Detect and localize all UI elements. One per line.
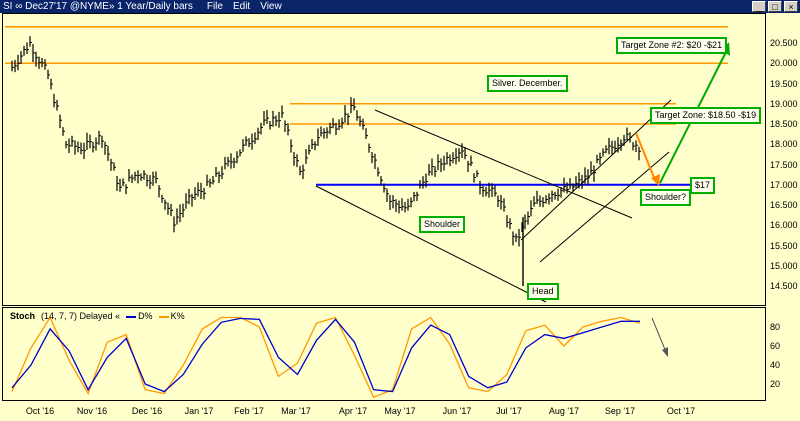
left-shoulder-label: Shoulder: [419, 216, 466, 233]
date-tick-label: Mar '17: [281, 406, 311, 416]
stoch-d-line: [11, 317, 640, 393]
price-tick-label: 20.000: [770, 58, 798, 69]
price-tick-label: 16.500: [770, 200, 798, 210]
stoch-projection-arrow: [651, 317, 667, 353]
stoch-tick-label: 20: [770, 379, 781, 389]
close-button[interactable]: ×: [784, 1, 798, 12]
d-legend: D%: [126, 311, 153, 321]
channel-upper-line: [374, 109, 633, 219]
menu-file[interactable]: File: [206, 1, 223, 12]
price-tick-label: 16.000: [770, 220, 798, 231]
support-label: $17: [690, 177, 716, 194]
target-zone-1-label: Target Zone: $18.50 -$19: [650, 107, 762, 124]
menu-view[interactable]: View: [260, 1, 282, 12]
date-tick-label: Jul '17: [496, 406, 522, 416]
minimize-button[interactable]: _: [752, 1, 766, 12]
uptrend-upper-line: [520, 99, 672, 241]
title-annotation: Silver. December.: [487, 75, 568, 92]
price-tick-label: 20.500: [770, 38, 798, 48]
date-tick-label: Apr '17: [338, 406, 368, 416]
stoch-arrow-head: [662, 347, 668, 357]
down-projection-arrow: [635, 132, 656, 181]
stoch-legend: Stoch (14, 7, 7) Delayed « D% K%: [10, 311, 185, 321]
window-titlebar: SI ∞ Dec27'17 @NYME» 1 Year/Daily bars F…: [0, 0, 800, 13]
k-legend: K%: [158, 311, 185, 321]
down-arrow-head: [651, 174, 660, 186]
date-tick-label: Oct '16: [25, 406, 55, 416]
d-line-swatch: [126, 315, 137, 318]
price-tick-label: 18.000: [770, 139, 798, 150]
date-tick-label: Feb '17: [234, 406, 264, 416]
price-tick-label: 15.000: [770, 260, 798, 271]
d-legend-label: D%: [138, 311, 153, 321]
date-tick-label: Dec '16: [131, 406, 163, 416]
target-zone-2-label: Target Zone #2: $20 -$21: [616, 37, 728, 54]
channel-lower-line: [315, 185, 547, 303]
stoch-k-line: [11, 316, 641, 399]
price-tick-label: 14.500: [770, 281, 798, 291]
k-line-swatch: [158, 315, 169, 318]
stoch-tick-label: 40: [770, 360, 781, 370]
stoch-params: (14, 7, 7) Delayed «: [41, 311, 121, 321]
date-tick-label: Jun '17: [442, 406, 472, 416]
date-tick-label: Aug '17: [548, 406, 580, 416]
price-tick-label: 19.500: [770, 78, 798, 89]
price-tick-label: 17.500: [770, 159, 798, 170]
menu-edit[interactable]: Edit: [232, 1, 251, 12]
window-title: SI ∞ Dec27'17 @NYME» 1 Year/Daily bars: [3, 1, 193, 12]
stoch-tick-label: 80: [770, 322, 781, 332]
date-tick-label: Oct '17: [666, 406, 696, 416]
date-tick-label: May '17: [384, 406, 416, 416]
date-tick-label: Jan '17: [184, 406, 214, 416]
stoch-tick-label: 60: [770, 341, 781, 351]
right-shoulder-label: Shoulder?: [640, 189, 692, 206]
stoch-title: Stoch: [10, 311, 36, 321]
price-tick-label: 19.000: [770, 98, 798, 109]
maximize-button[interactable]: □: [768, 1, 782, 12]
k-legend-label: K%: [170, 311, 185, 321]
date-tick-label: Sep '17: [604, 406, 636, 416]
price-tick-label: 18.500: [770, 119, 798, 129]
price-tick-label: 15.500: [770, 240, 798, 251]
date-tick-label: Nov '16: [76, 406, 108, 416]
price-tick-label: 17.000: [770, 179, 798, 190]
head-label: Head: [527, 283, 559, 300]
uptrend-lower-line: [539, 151, 670, 263]
